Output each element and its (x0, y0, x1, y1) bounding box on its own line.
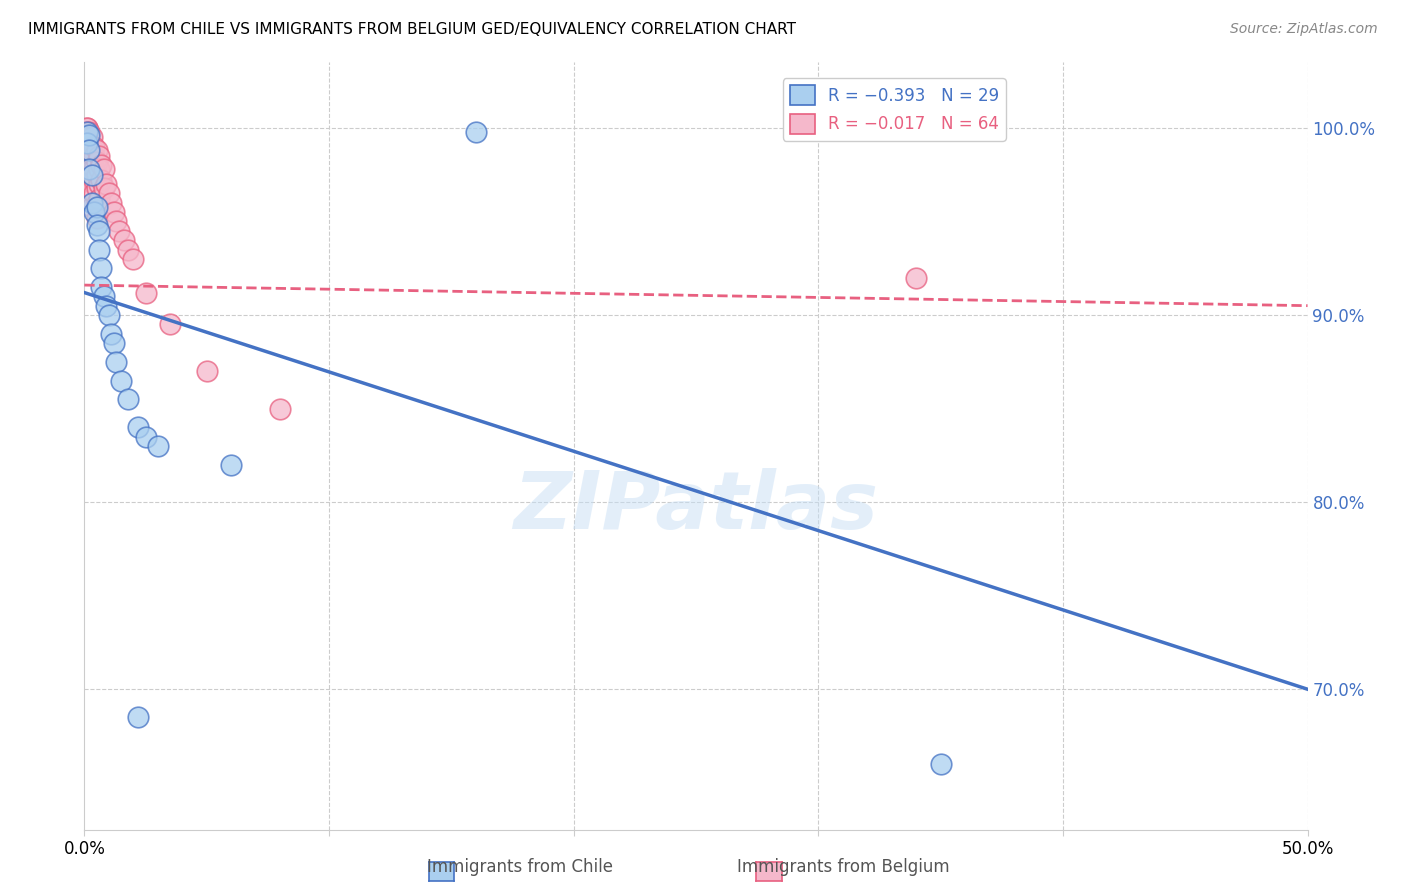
Point (76, 120, 98, 135)
Point (195, 364, 218, 378)
Point (76, 144, 98, 158)
Point (905, 270, 928, 285)
Point (93, 289, 115, 303)
Point (76, 128, 98, 143)
Point (77, 186, 100, 201)
Point (86, 218, 108, 232)
Point (87, 192, 110, 206)
Point (90, 158, 112, 172)
Point (105, 214, 128, 228)
Point (83, 139, 105, 153)
Point (135, 285, 157, 300)
Point (87, 243, 110, 257)
Point (80, 192, 103, 206)
Point (76, 136, 98, 150)
Point (96, 177, 118, 191)
Point (86, 168, 108, 182)
Point (929, 757, 952, 772)
Text: Immigrants from Belgium: Immigrants from Belgium (737, 858, 950, 876)
Point (100, 326, 122, 341)
Point (110, 374, 132, 388)
Point (117, 243, 139, 257)
Point (80, 162, 103, 177)
Point (87, 149, 110, 163)
Point (90, 173, 112, 187)
Point (77, 136, 100, 150)
Text: Immigrants from Chile: Immigrants from Chile (427, 858, 613, 876)
Text: ZIPatlas: ZIPatlas (513, 468, 879, 547)
Point (77, 130, 100, 145)
Point (76, 149, 98, 163)
Point (83, 205, 105, 219)
Point (76, 132, 98, 146)
Point (77, 154, 100, 169)
Point (77, 144, 100, 158)
Point (219, 458, 242, 472)
Point (77, 149, 100, 163)
Point (77, 162, 100, 177)
Point (80, 149, 103, 163)
Point (77, 125, 100, 139)
Point (159, 318, 181, 332)
Point (83, 173, 105, 187)
Point (87, 177, 110, 191)
Point (76, 139, 98, 153)
Point (76, 153, 98, 167)
Point (77, 173, 100, 187)
Point (96, 299, 118, 313)
Point (86, 154, 108, 169)
Point (76, 125, 98, 139)
Point (103, 205, 125, 219)
Point (86, 211, 108, 225)
Point (77, 181, 100, 195)
Point (83, 186, 105, 201)
Point (107, 224, 129, 238)
Point (127, 710, 149, 724)
Point (87, 162, 110, 177)
Point (269, 401, 291, 416)
Point (76, 125, 98, 139)
Point (86, 144, 108, 158)
Point (93, 162, 115, 177)
Point (80, 168, 103, 182)
Point (86, 195, 108, 210)
Point (135, 430, 157, 444)
Point (77, 144, 100, 158)
Point (80, 130, 103, 145)
Point (146, 439, 169, 453)
Point (103, 336, 125, 351)
Point (77, 128, 100, 143)
Point (464, 125, 486, 139)
Point (117, 392, 139, 407)
Point (77, 168, 100, 182)
Text: Source: ZipAtlas.com: Source: ZipAtlas.com (1230, 22, 1378, 37)
Point (86, 181, 108, 195)
Point (86, 200, 108, 214)
Point (80, 181, 103, 195)
Point (80, 195, 103, 210)
Point (112, 233, 135, 247)
Point (122, 252, 145, 266)
Point (80, 173, 103, 187)
Text: IMMIGRANTS FROM CHILE VS IMMIGRANTS FROM BELGIUM GED/EQUIVALENCY CORRELATION CHA: IMMIGRANTS FROM CHILE VS IMMIGRANTS FROM… (28, 22, 796, 37)
Point (97, 186, 120, 201)
Point (77, 162, 100, 177)
Point (83, 149, 105, 163)
Point (83, 162, 105, 177)
Point (80, 200, 103, 214)
Point (100, 195, 122, 210)
Point (90, 280, 112, 294)
Point (76, 158, 98, 172)
Legend: R = −0.393   N = 29, R = −0.017   N = 64: R = −0.393 N = 29, R = −0.017 N = 64 (783, 78, 1005, 141)
Point (87, 224, 110, 238)
Point (105, 355, 128, 369)
Point (76, 162, 98, 177)
Point (76, 136, 98, 150)
Point (97, 308, 120, 322)
Point (93, 181, 115, 195)
Point (127, 420, 149, 434)
Point (80, 139, 103, 153)
Point (90, 261, 112, 276)
Point (76, 120, 98, 135)
